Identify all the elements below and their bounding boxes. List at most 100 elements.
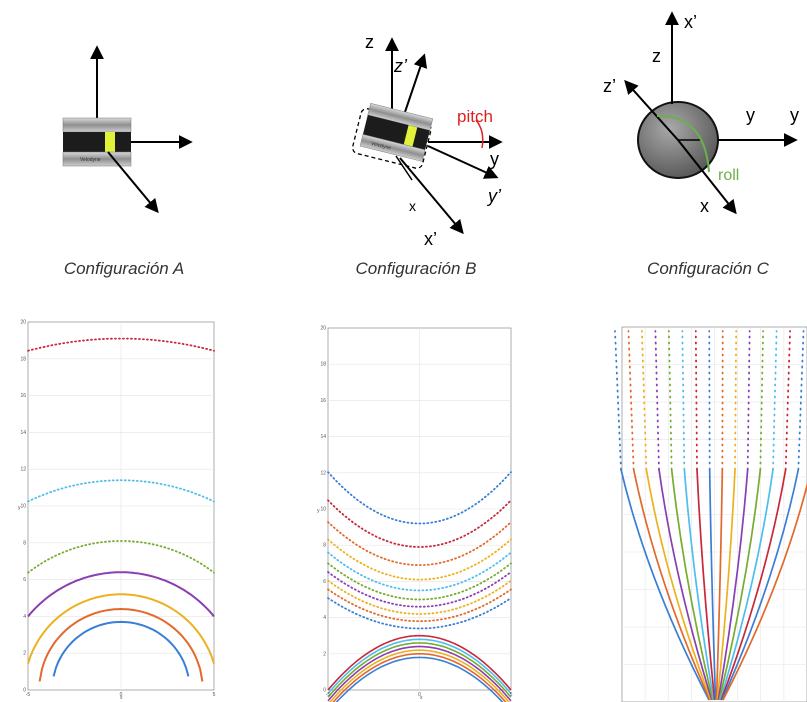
y-tick-label: 12 bbox=[320, 470, 326, 476]
y-tick-label: 2 bbox=[323, 651, 326, 657]
plot-b-upper-orange bbox=[327, 588, 512, 623]
plot-c-fan-line-solid bbox=[696, 469, 716, 701]
plot-c-fan-line-solid bbox=[720, 469, 787, 701]
plot-b-lower-orange bbox=[332, 652, 507, 702]
config-b-diagram: Velodyne z z’ pitch y y’ x x’ Configurac… bbox=[351, 32, 503, 278]
plot-a-series-green bbox=[27, 540, 215, 574]
plot-c-fan-line-solid bbox=[721, 469, 800, 701]
x-tick-label: 0 bbox=[418, 692, 421, 698]
y-tick-label: 10 bbox=[20, 504, 26, 510]
y-tick-label: 16 bbox=[20, 393, 26, 399]
plot-c-fan-line-dotted bbox=[667, 330, 673, 471]
y-tick-label: 4 bbox=[323, 615, 326, 621]
plot-c-fan-line-dotted bbox=[654, 330, 660, 471]
plot-a-series-cyan bbox=[27, 479, 215, 503]
plot-c-fan-line-dotted bbox=[772, 330, 778, 471]
plot-a-series-red bbox=[27, 337, 215, 352]
b-label-yprime: y’ bbox=[486, 186, 502, 206]
x-tick-label: 0 bbox=[120, 692, 123, 698]
plot-b-upper-orange bbox=[327, 521, 512, 566]
config-a-diagram: Velodyne Configuración A bbox=[62, 45, 193, 278]
b-sensor-brand: Velodyne bbox=[370, 141, 392, 152]
plot-b-upper-red bbox=[327, 499, 512, 548]
plot-b-upper-yellow bbox=[327, 579, 512, 615]
plot-b-lower-blue bbox=[335, 656, 504, 702]
plot-a-xlabel: x bbox=[120, 695, 123, 701]
plot-b-lower-green bbox=[327, 642, 512, 698]
plot-c-fan-line-dotted bbox=[734, 330, 738, 471]
plot-b-upper-blue bbox=[327, 597, 512, 630]
y-tick-label: 18 bbox=[320, 362, 326, 368]
plot-c-fan-line-solid bbox=[658, 469, 713, 701]
x-tick-label: 5 bbox=[213, 692, 216, 698]
c-label-zprime: z’ bbox=[603, 76, 616, 96]
x-tick-label: -5 bbox=[326, 692, 331, 698]
plot-a-series-purple bbox=[27, 571, 215, 618]
plot-c-fan-line-dotted bbox=[614, 330, 622, 471]
b-lidar-sensor-icon: Velodyne bbox=[351, 103, 434, 169]
c-label-xprime: x’ bbox=[684, 12, 697, 32]
config-c-diagram: x’ z z’ y y roll x Configuración C bbox=[603, 11, 799, 278]
plot-c-fan-line-solid bbox=[722, 482, 807, 701]
plot-c-fan-line-solid bbox=[717, 469, 749, 701]
plot-c-fan-line-solid bbox=[708, 469, 717, 701]
plot-c-fan-line-dotted bbox=[797, 330, 805, 471]
plot-c-fan-line-dotted bbox=[746, 330, 751, 471]
plot-b-upper-blue bbox=[327, 471, 512, 525]
x-tick-label: 5 bbox=[510, 692, 513, 698]
plot-c-grid bbox=[622, 327, 807, 702]
plot-c bbox=[614, 326, 807, 702]
a-lidar-sensor-icon: Velodyne bbox=[62, 117, 132, 167]
plot-c-fan-line-dotted bbox=[627, 330, 635, 471]
x-tick-label: -5 bbox=[26, 692, 31, 698]
a-sensor-brand: Velodyne bbox=[80, 157, 101, 163]
config-b-caption: Configuración B bbox=[356, 259, 477, 278]
plot-c-fan-line-dotted bbox=[641, 330, 648, 471]
plot-b-lower-purple bbox=[327, 645, 512, 702]
b-label-y: y bbox=[490, 149, 499, 169]
plot-b-ylabel: y bbox=[317, 508, 320, 514]
plot-c-fan-line-solid bbox=[620, 469, 710, 701]
b-xprime-axis-arrow bbox=[399, 157, 464, 235]
b-yprime-axis-arrow bbox=[427, 145, 499, 179]
plot-b-upper-cyan bbox=[327, 551, 512, 592]
plot-b-lower-yellow bbox=[329, 649, 510, 702]
y-tick-label: 18 bbox=[20, 356, 26, 362]
plot-a-series-blue bbox=[52, 620, 190, 677]
y-tick-label: 8 bbox=[23, 540, 26, 546]
y-tick-label: 6 bbox=[23, 577, 26, 583]
y-tick-label: 0 bbox=[323, 688, 326, 694]
plot-c-fan-line-solid bbox=[719, 469, 774, 701]
c-label-roll: roll bbox=[718, 167, 739, 184]
b-label-pitch: pitch bbox=[457, 107, 493, 126]
c-label-y2: y bbox=[790, 105, 799, 125]
y-tick-label: 14 bbox=[320, 434, 326, 440]
plot-c-fan-line-solid bbox=[716, 469, 736, 701]
plot-b-curves bbox=[327, 471, 512, 702]
plot-c-fan-line-solid bbox=[670, 469, 714, 701]
plot-b-xlabel: x bbox=[420, 695, 423, 701]
config-c-caption: Configuración C bbox=[647, 259, 770, 278]
plot-c-fan-line-solid bbox=[645, 469, 712, 701]
plot-c-fan-line-solid bbox=[683, 469, 715, 701]
b-label-z: z bbox=[365, 32, 374, 52]
y-tick-label: 12 bbox=[20, 467, 26, 473]
plot-a-ylabel: y bbox=[18, 505, 21, 511]
y-tick-label: 20 bbox=[20, 320, 26, 326]
plot-c-fan bbox=[614, 330, 807, 701]
plot-c-fan-line-dotted bbox=[784, 330, 791, 471]
c-label-z: z bbox=[652, 46, 661, 66]
plot-c-fan-line-solid bbox=[718, 469, 762, 701]
b-label-x: x bbox=[409, 198, 416, 214]
y-tick-label: 16 bbox=[320, 398, 326, 404]
y-tick-label: 6 bbox=[323, 579, 326, 585]
y-tick-label: 10 bbox=[320, 507, 326, 513]
a-x-axis-arrow bbox=[107, 151, 159, 214]
c-zprime-axis-arrow bbox=[624, 79, 679, 141]
plot-c-fan-line-dotted bbox=[759, 330, 765, 471]
c-x-axis-arrow bbox=[677, 139, 737, 215]
y-tick-label: 8 bbox=[323, 543, 326, 549]
